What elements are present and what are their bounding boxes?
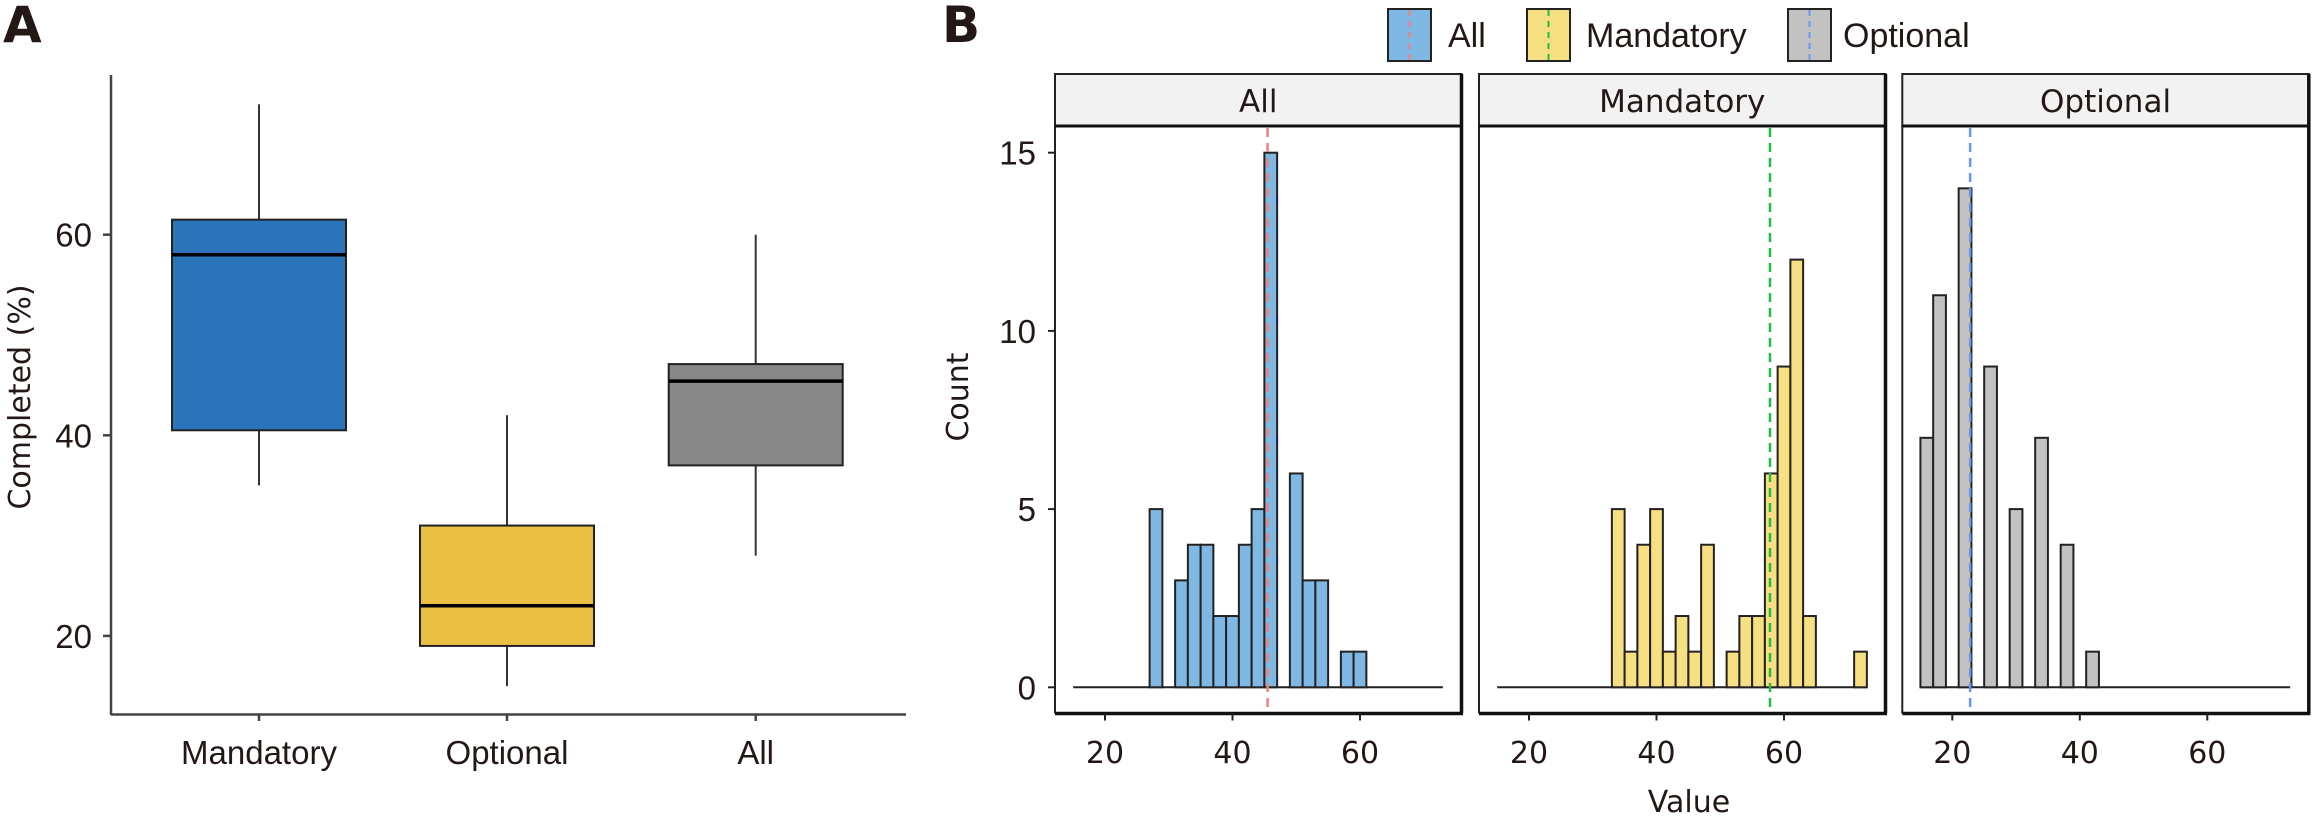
histogram-bar xyxy=(1725,650,1741,689)
x-tick-label: 20 xyxy=(1933,736,1971,771)
facet-strip-label: All xyxy=(1239,84,1277,120)
legend-label: Optional xyxy=(1843,17,1970,55)
histogram-bar xyxy=(1352,650,1368,689)
histogram-bar xyxy=(2008,508,2024,689)
histogram-bar xyxy=(1700,543,1715,689)
x-tick-label: 60 xyxy=(2188,736,2226,771)
x-tick-label: All xyxy=(737,734,774,771)
histogram-bar xyxy=(1738,615,1754,689)
y-tick-label: 60 xyxy=(55,217,92,254)
histogram-bar xyxy=(1199,543,1215,689)
histogram-bar xyxy=(1212,615,1228,689)
legend-item-mandatory: Mandatory xyxy=(1526,8,1747,62)
facet-optional: Optional 20 40 60 xyxy=(1901,73,2311,771)
x-tick-label: 40 xyxy=(2061,736,2099,771)
legend: All Mandatory Optional xyxy=(1387,8,1970,62)
x-axis-title-value: Value xyxy=(1648,785,1730,820)
legend-label: All xyxy=(1448,17,1486,55)
histogram-bar xyxy=(1174,579,1189,689)
boxplot-panel: 20 40 60 Mandatory Optional All Completed (%… xyxy=(3,75,906,771)
histogram-bar xyxy=(1932,294,1947,689)
histogram-bar xyxy=(1237,543,1253,689)
y-tick-label: 10 xyxy=(999,313,1036,350)
histogram-bar xyxy=(1919,436,1935,689)
facet-strip-label: Optional xyxy=(2040,84,2171,120)
histogram-bar xyxy=(1339,650,1355,689)
panel-b-letter: B xyxy=(942,0,980,54)
histogram-bar xyxy=(1776,365,1792,689)
histogram-bar xyxy=(1674,615,1690,689)
histogram-bar xyxy=(2085,650,2100,689)
x-tick-label: 20 xyxy=(1510,736,1548,771)
facet-strip xyxy=(1901,73,2310,127)
facet-strip-label: Mandatory xyxy=(1599,84,1765,120)
x-tick-label: Mandatory xyxy=(181,734,337,771)
histogram-bar xyxy=(1623,650,1639,689)
box-iqr xyxy=(419,524,595,647)
x-tick-label: 40 xyxy=(1213,736,1251,771)
histogram-bar xyxy=(1661,650,1677,689)
facet-strip xyxy=(1478,73,1887,127)
histogram-bar xyxy=(1186,543,1202,689)
histogram-bar xyxy=(1853,650,1868,689)
y-tick-label: 15 xyxy=(999,135,1036,172)
legend-item-optional: Optional xyxy=(1787,8,1970,62)
x-tick-label: Optional xyxy=(446,734,569,771)
histogram-bar xyxy=(1314,579,1330,689)
histogram-bar xyxy=(1983,365,1998,689)
histogram-bar xyxy=(1957,187,1973,689)
facet-all: All 20 40 60 xyxy=(1054,73,1464,771)
histogram-bar xyxy=(1250,508,1266,689)
legend-item-all: All xyxy=(1387,8,1486,62)
legend-key xyxy=(1387,8,1432,62)
y-axis-title: Completed (%) xyxy=(3,284,38,509)
box-iqr xyxy=(171,218,347,432)
histogram-panel: All Mandatory Optional All 20 40 60 Mandatory 2… xyxy=(941,8,2311,820)
histogram-bar xyxy=(1263,151,1279,689)
legend-label: Mandatory xyxy=(1586,17,1747,55)
x-tick-label: 60 xyxy=(1341,736,1379,771)
x-tick-label: 60 xyxy=(1765,736,1803,771)
box-mandatory xyxy=(171,104,347,486)
histogram-bar xyxy=(1649,508,1664,689)
box-all xyxy=(667,234,844,556)
box-optional xyxy=(419,415,595,687)
histogram-bar xyxy=(1301,579,1317,689)
legend-key xyxy=(1787,8,1832,62)
histogram-bar xyxy=(1636,543,1652,689)
y-tick-label: 5 xyxy=(1018,491,1036,528)
box-iqr xyxy=(667,363,844,467)
histogram-bar xyxy=(1687,650,1703,689)
histogram-bar xyxy=(1802,615,1817,689)
y-tick-label: 20 xyxy=(55,618,92,655)
facet-strip xyxy=(1054,73,1463,127)
histogram-bar xyxy=(2034,436,2049,689)
x-tick-label: 20 xyxy=(1086,736,1124,771)
y-tick-label: 40 xyxy=(55,417,92,454)
y-tick-label: 0 xyxy=(1018,669,1036,706)
histogram-bar xyxy=(1763,472,1779,689)
histogram-bar xyxy=(1789,258,1805,689)
panel-a-letter: A xyxy=(3,0,42,54)
y-axis-title-count: Count xyxy=(941,352,976,441)
facet-mandatory: Mandatory 20 40 60 xyxy=(1478,73,1888,771)
x-tick-label: 40 xyxy=(1637,736,1675,771)
histogram-bar xyxy=(1148,508,1164,689)
histogram-bar xyxy=(1225,615,1240,689)
histogram-bar xyxy=(1288,472,1304,689)
histogram-bar xyxy=(2059,543,2075,689)
histogram-bar xyxy=(1751,615,1766,689)
histogram-bar xyxy=(1610,508,1626,689)
